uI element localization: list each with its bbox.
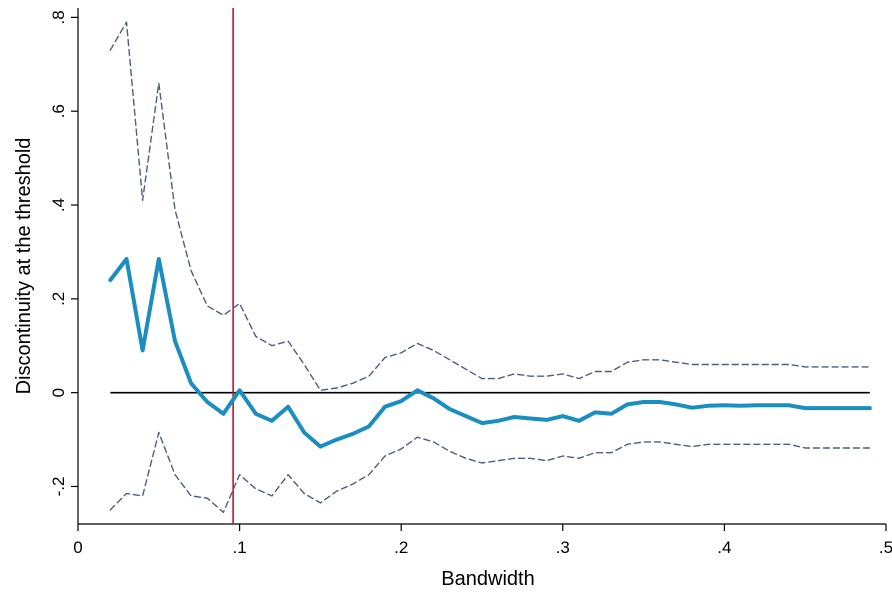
y-tick-label: .2 <box>49 292 68 306</box>
y-tick-label: .4 <box>49 198 68 212</box>
y-tick-label: .8 <box>49 10 68 24</box>
y-tick-label: .6 <box>49 104 68 118</box>
plot-frame <box>77 8 886 525</box>
series-layer <box>108 21 872 513</box>
x-tick-label: .4 <box>717 538 731 557</box>
x-axis-title: Bandwidth <box>441 568 534 590</box>
y-axis-title: Discontinuity at the threshold <box>13 138 35 395</box>
x-axis: 0 .1 .2 .3 .4 .5 <box>73 524 892 557</box>
x-tick-label: .2 <box>394 538 408 557</box>
reference-lines <box>110 8 870 524</box>
upper-ci-line <box>109 21 871 391</box>
x-tick-label: .1 <box>233 538 247 557</box>
y-tick-label: 0 <box>49 388 68 397</box>
x-tick-label: .5 <box>879 538 892 557</box>
estimate-line <box>108 257 872 449</box>
x-tick-label: 0 <box>73 538 82 557</box>
y-axis: -.2 0 .2 .4 .6 .8 <box>49 10 78 496</box>
y-tick-label: -.2 <box>49 477 68 497</box>
x-tick-label: .3 <box>556 538 570 557</box>
lower-ci-line <box>109 431 871 513</box>
